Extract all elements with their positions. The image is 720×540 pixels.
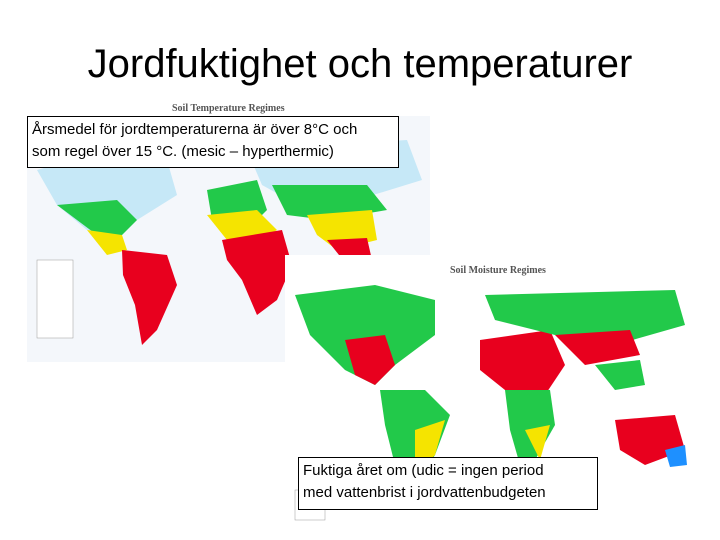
temperature-caption: Årsmedel för jordtemperaturerna är över … [27,116,399,168]
caption-line: Fuktiga året om (udic = ingen period [303,462,544,479]
caption-line: Årsmedel för jordtemperaturerna är över … [32,121,358,138]
caption-line: med vattenbrist i jordvattenbudgeten [303,484,546,501]
map-title: Soil Temperature Regimes [172,103,285,114]
map-image [294,285,687,521]
slide-title: Jordfuktighet och temperaturer [87,42,633,86]
moisture-caption: Fuktiga året om (udic = ingen period med… [298,457,598,510]
map-title: Soil Moisture Regimes [450,265,546,276]
caption-line: som regel över 15 °C. (mesic – hyperther… [32,143,334,160]
